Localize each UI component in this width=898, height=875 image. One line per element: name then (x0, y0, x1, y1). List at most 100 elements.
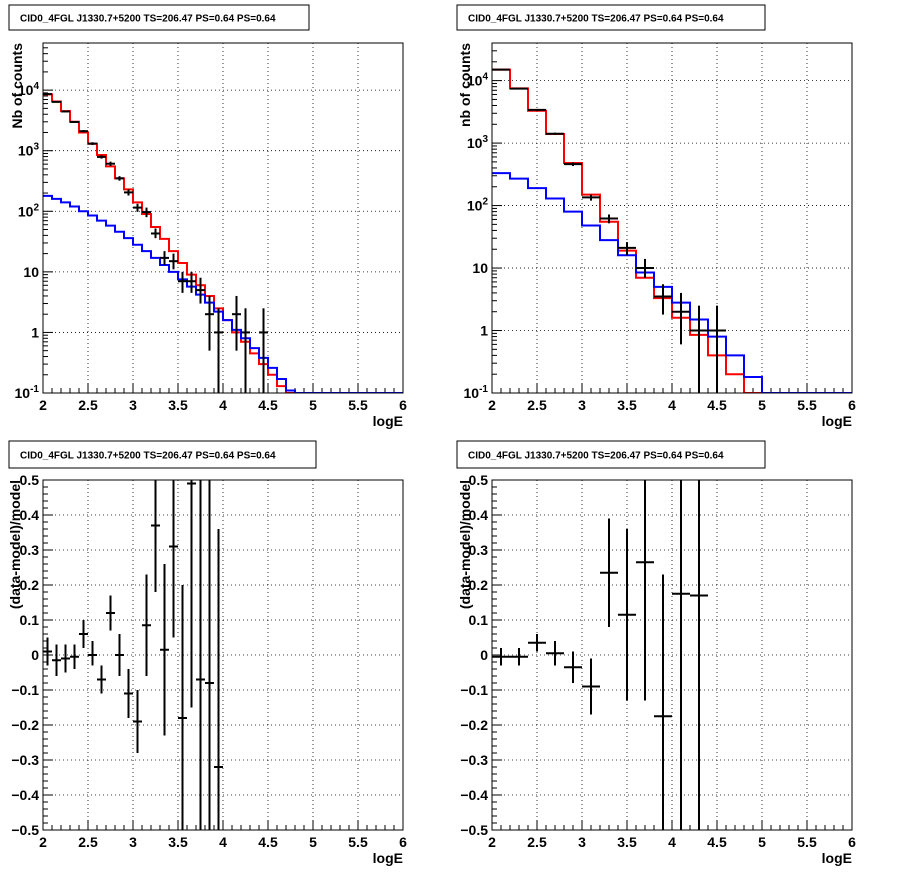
y-tick-label: 0.2 (20, 577, 40, 593)
data-point (151, 480, 160, 592)
x-tick-label: 2 (39, 397, 47, 413)
data-point (106, 161, 115, 166)
y-tick-base: 10 (467, 198, 483, 214)
panel-counts-fine: CID0_4FGL J1330.7+5200 TS=206.47 PS=0.64… (8, 4, 407, 429)
plot-area (43, 480, 223, 830)
y-tick-label: −0.2 (460, 717, 488, 733)
x-tick-label: 3 (578, 834, 586, 850)
data-point (187, 271, 196, 293)
data-point (196, 480, 205, 830)
data-point (600, 518, 618, 627)
data-point (546, 641, 564, 666)
y-tick-label: 102 (467, 197, 489, 214)
gridlines (43, 480, 403, 830)
y-tick-exponent: 2 (482, 197, 488, 208)
data-point (672, 480, 690, 830)
y-tick-label: 104 (18, 81, 40, 98)
x-tick-label: 5 (309, 397, 317, 413)
x-tick-label: 4 (219, 397, 227, 413)
y-tick-label: −0.4 (11, 787, 39, 803)
x-axis-label: logE (373, 850, 403, 866)
data-point (205, 480, 214, 830)
data-point (510, 87, 528, 90)
x-tick-label: 2.5 (78, 397, 98, 413)
data-point (52, 100, 61, 103)
data-point (106, 595, 115, 631)
x-tick-label: 3 (129, 397, 137, 413)
x-axis-label: logE (822, 413, 852, 429)
data-point (61, 644, 70, 673)
plot-area (43, 93, 403, 393)
data-point (492, 68, 510, 71)
x-tick-label: 4.5 (258, 834, 278, 850)
y-axis-label: (data-model)/model (457, 480, 473, 609)
data-point (690, 305, 708, 393)
data-point (88, 142, 97, 146)
x-tick-label: 5.5 (348, 397, 368, 413)
y-tick-base: 10 (18, 203, 34, 219)
panel-residuals-fine: CID0_4FGL J1330.7+5200 TS=206.47 PS=0.64… (7, 440, 407, 866)
x-tick-label: 5 (758, 834, 766, 850)
chart-title: CID0_4FGL J1330.7+5200 TS=206.47 PS=0.64… (20, 14, 276, 25)
x-tick-label: 4.5 (258, 397, 278, 413)
data-point (618, 529, 636, 701)
y-axis-label: (data-model)/model (7, 480, 23, 609)
x-tick-label: 2.5 (527, 397, 547, 413)
gridlines (492, 43, 852, 393)
y-tick-label: 0.3 (20, 542, 40, 558)
y-tick-exponent: 3 (33, 142, 39, 153)
axis-ticks (491, 479, 853, 831)
x-tick-label: 6 (399, 397, 407, 413)
data-point (528, 108, 546, 111)
x-tick-label: 3.5 (168, 397, 188, 413)
data-point (133, 203, 142, 212)
x-axis-label: logE (373, 413, 403, 429)
plot-frame (42, 42, 404, 394)
y-tick-label: 0.4 (469, 507, 489, 523)
data-point (79, 130, 88, 133)
x-tick-label: 4 (668, 397, 676, 413)
data-point (97, 665, 106, 694)
y-tick-label: −0.3 (460, 752, 488, 768)
data-point (528, 634, 546, 652)
y-tick-label: 0.5 (469, 472, 489, 488)
x-tick-label: 3.5 (617, 834, 637, 850)
data-point (142, 207, 151, 218)
data-point (564, 651, 582, 683)
x-tick-label: 4.5 (707, 834, 727, 850)
chart-title: CID0_4FGL J1330.7+5200 TS=206.47 PS=0.64… (468, 451, 724, 462)
data-point (205, 295, 214, 351)
y-tick-label: 0.2 (469, 577, 489, 593)
y-axis-label: Nb of counts (9, 43, 25, 129)
x-tick-label: 3.5 (168, 834, 188, 850)
y-tick-label: 10-1 (464, 384, 489, 401)
plot-frame (42, 479, 404, 831)
x-tick-label: 2 (488, 397, 496, 413)
y-tick-label: 10-1 (15, 384, 40, 401)
x-tick-label: 6 (399, 834, 407, 850)
data-point (196, 277, 205, 304)
data-point (232, 295, 241, 351)
data-point (618, 242, 636, 256)
data-point (115, 634, 124, 676)
chart-title: CID0_4FGL J1330.7+5200 TS=206.47 PS=0.64… (20, 451, 276, 462)
data-point (636, 258, 654, 278)
x-tick-label: 5.5 (797, 834, 817, 850)
y-tick-label: 0.1 (469, 612, 489, 628)
y-tick-base: 10 (18, 143, 34, 159)
data-point (259, 308, 268, 393)
y-tick-label: 102 (18, 202, 40, 219)
x-tick-label: 5 (758, 397, 766, 413)
x-tick-label: 2 (488, 834, 496, 850)
data-point (88, 641, 97, 666)
title-box (456, 4, 766, 31)
x-tick-label: 5.5 (797, 397, 817, 413)
x-tick-label: 4 (219, 834, 227, 850)
y-tick-exponent: 2 (33, 202, 39, 213)
y-tick-label: 0 (480, 647, 488, 663)
title-box (8, 4, 310, 31)
y-tick-label: −0.1 (11, 682, 39, 698)
x-tick-label: 2 (39, 834, 47, 850)
data-point (492, 648, 510, 666)
